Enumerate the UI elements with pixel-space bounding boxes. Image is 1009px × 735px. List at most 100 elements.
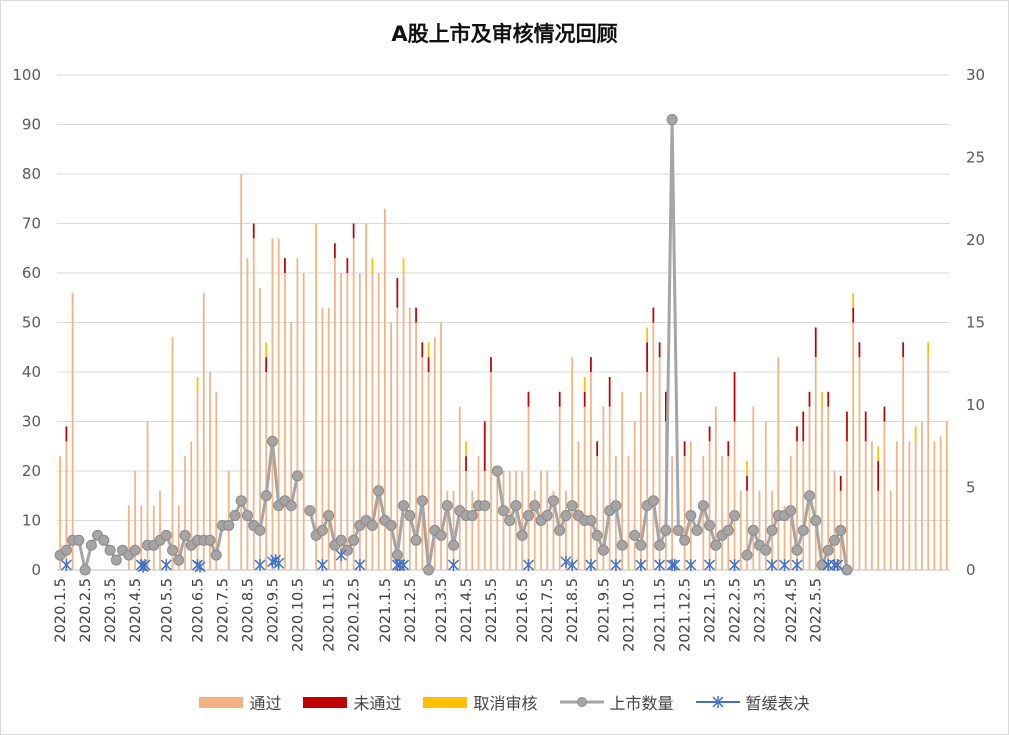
bar-pass <box>171 337 174 570</box>
bar-pass <box>483 471 486 570</box>
bar-pass <box>152 505 155 570</box>
listings-point <box>529 500 541 512</box>
bar-fail <box>852 307 855 323</box>
x-axis-tick-label: 2022.2.5 <box>728 578 744 643</box>
bar-pass <box>296 258 299 570</box>
bar-pass <box>302 273 305 570</box>
listings-point <box>348 534 360 546</box>
left-axis-tick-label: 80 <box>22 165 41 183</box>
x-axis-tick-label: 2020.11.5 <box>322 578 338 652</box>
bar-pass <box>946 421 948 570</box>
listings-point <box>785 505 797 517</box>
bar-fail <box>558 391 561 407</box>
deferred-marker <box>791 559 803 572</box>
bar-fail <box>902 342 905 358</box>
bar-pass <box>496 471 499 570</box>
bar-pass <box>896 441 898 570</box>
bar-pass <box>602 406 605 570</box>
legend-label-pass: 通过 <box>249 694 282 713</box>
left-axis-tick-label: 0 <box>31 561 41 579</box>
listings-point <box>591 529 603 541</box>
bar-pass <box>689 441 692 570</box>
legend-item-listings: 上市数量 <box>559 690 674 714</box>
listings-point <box>660 524 672 536</box>
listings-point <box>60 544 72 556</box>
right-axis-tick-label: 20 <box>966 231 985 249</box>
listings-point <box>585 515 597 526</box>
bar-pass <box>421 357 424 570</box>
listings-point <box>616 539 628 551</box>
bar-pass <box>59 456 61 570</box>
right-axis-tick-label: 0 <box>966 561 976 579</box>
listings-point <box>672 524 684 536</box>
x-axis-tick-label: 2020.2.5 <box>78 578 94 643</box>
right-axis-tick-label: 30 <box>966 66 985 84</box>
bar-pass <box>402 273 405 570</box>
bar-fail <box>334 243 336 259</box>
legend-item-cancel: 取消审核 <box>423 690 538 714</box>
deferred-marker <box>666 559 678 572</box>
listings-point <box>510 500 522 512</box>
listings-point <box>504 515 516 526</box>
bar-fail <box>664 391 667 422</box>
bar-pass <box>502 471 505 570</box>
listings-point <box>810 515 822 526</box>
x-axis-tick-label: 2021.8.5 <box>565 578 581 643</box>
bar-pass <box>796 441 798 570</box>
bar-pass <box>358 273 361 570</box>
bar-pass <box>346 273 349 570</box>
bar-pass <box>764 421 767 570</box>
bar-pass <box>658 357 661 570</box>
x-axis-tick-label: 2020.5.5 <box>159 578 175 643</box>
bar-pass <box>196 391 199 570</box>
bar-pass <box>452 490 455 570</box>
bar-pass <box>184 456 186 570</box>
bar-cancel <box>465 441 467 457</box>
bar-pass <box>596 456 599 570</box>
listings-point <box>597 544 609 556</box>
listings-point <box>85 539 97 551</box>
listings-point <box>448 539 460 551</box>
bar-fail <box>590 357 592 372</box>
bar-fail <box>427 357 430 372</box>
bar-pass <box>408 307 411 570</box>
listings-point <box>373 485 385 497</box>
bar-pass <box>215 391 218 570</box>
bar-pass <box>914 441 917 570</box>
x-axis-tick-label: 2020.8.5 <box>240 578 256 643</box>
bar-pass <box>783 505 786 570</box>
bar-fail <box>708 426 711 442</box>
bar-pass <box>746 490 748 570</box>
bar-pass <box>140 505 143 570</box>
bar-pass <box>377 273 380 570</box>
bar-pass <box>415 322 417 570</box>
bar-fail <box>883 406 886 422</box>
listings-point <box>747 524 759 536</box>
bar-fail <box>252 223 255 239</box>
bar-pass <box>340 273 343 570</box>
listings-point <box>323 510 335 522</box>
bar-pass <box>458 406 461 570</box>
bar-pass <box>396 307 399 570</box>
listings-point <box>179 529 191 541</box>
listings-point <box>204 534 216 546</box>
legend-label-listings: 上市数量 <box>609 694 674 713</box>
bar-pass <box>321 307 324 570</box>
bar-fail <box>646 342 649 372</box>
bar-pass <box>939 436 942 570</box>
listings-point <box>98 534 110 546</box>
listings-point <box>441 500 453 512</box>
bar-pass <box>714 406 717 570</box>
bar-fail <box>284 258 286 273</box>
bar-pass <box>515 471 517 570</box>
bar-pass <box>833 471 836 570</box>
x-axis-tick-label: 2021.5.5 <box>484 578 500 643</box>
bar-pass <box>721 456 723 570</box>
listings-point <box>647 495 659 507</box>
bar-cancel <box>746 461 748 476</box>
bar-pass <box>446 490 449 570</box>
bar-pass <box>315 223 318 570</box>
deferred-marker <box>273 557 285 570</box>
x-axis-tick-label: 2021.12.5 <box>678 578 694 652</box>
bar-fail <box>346 258 349 273</box>
